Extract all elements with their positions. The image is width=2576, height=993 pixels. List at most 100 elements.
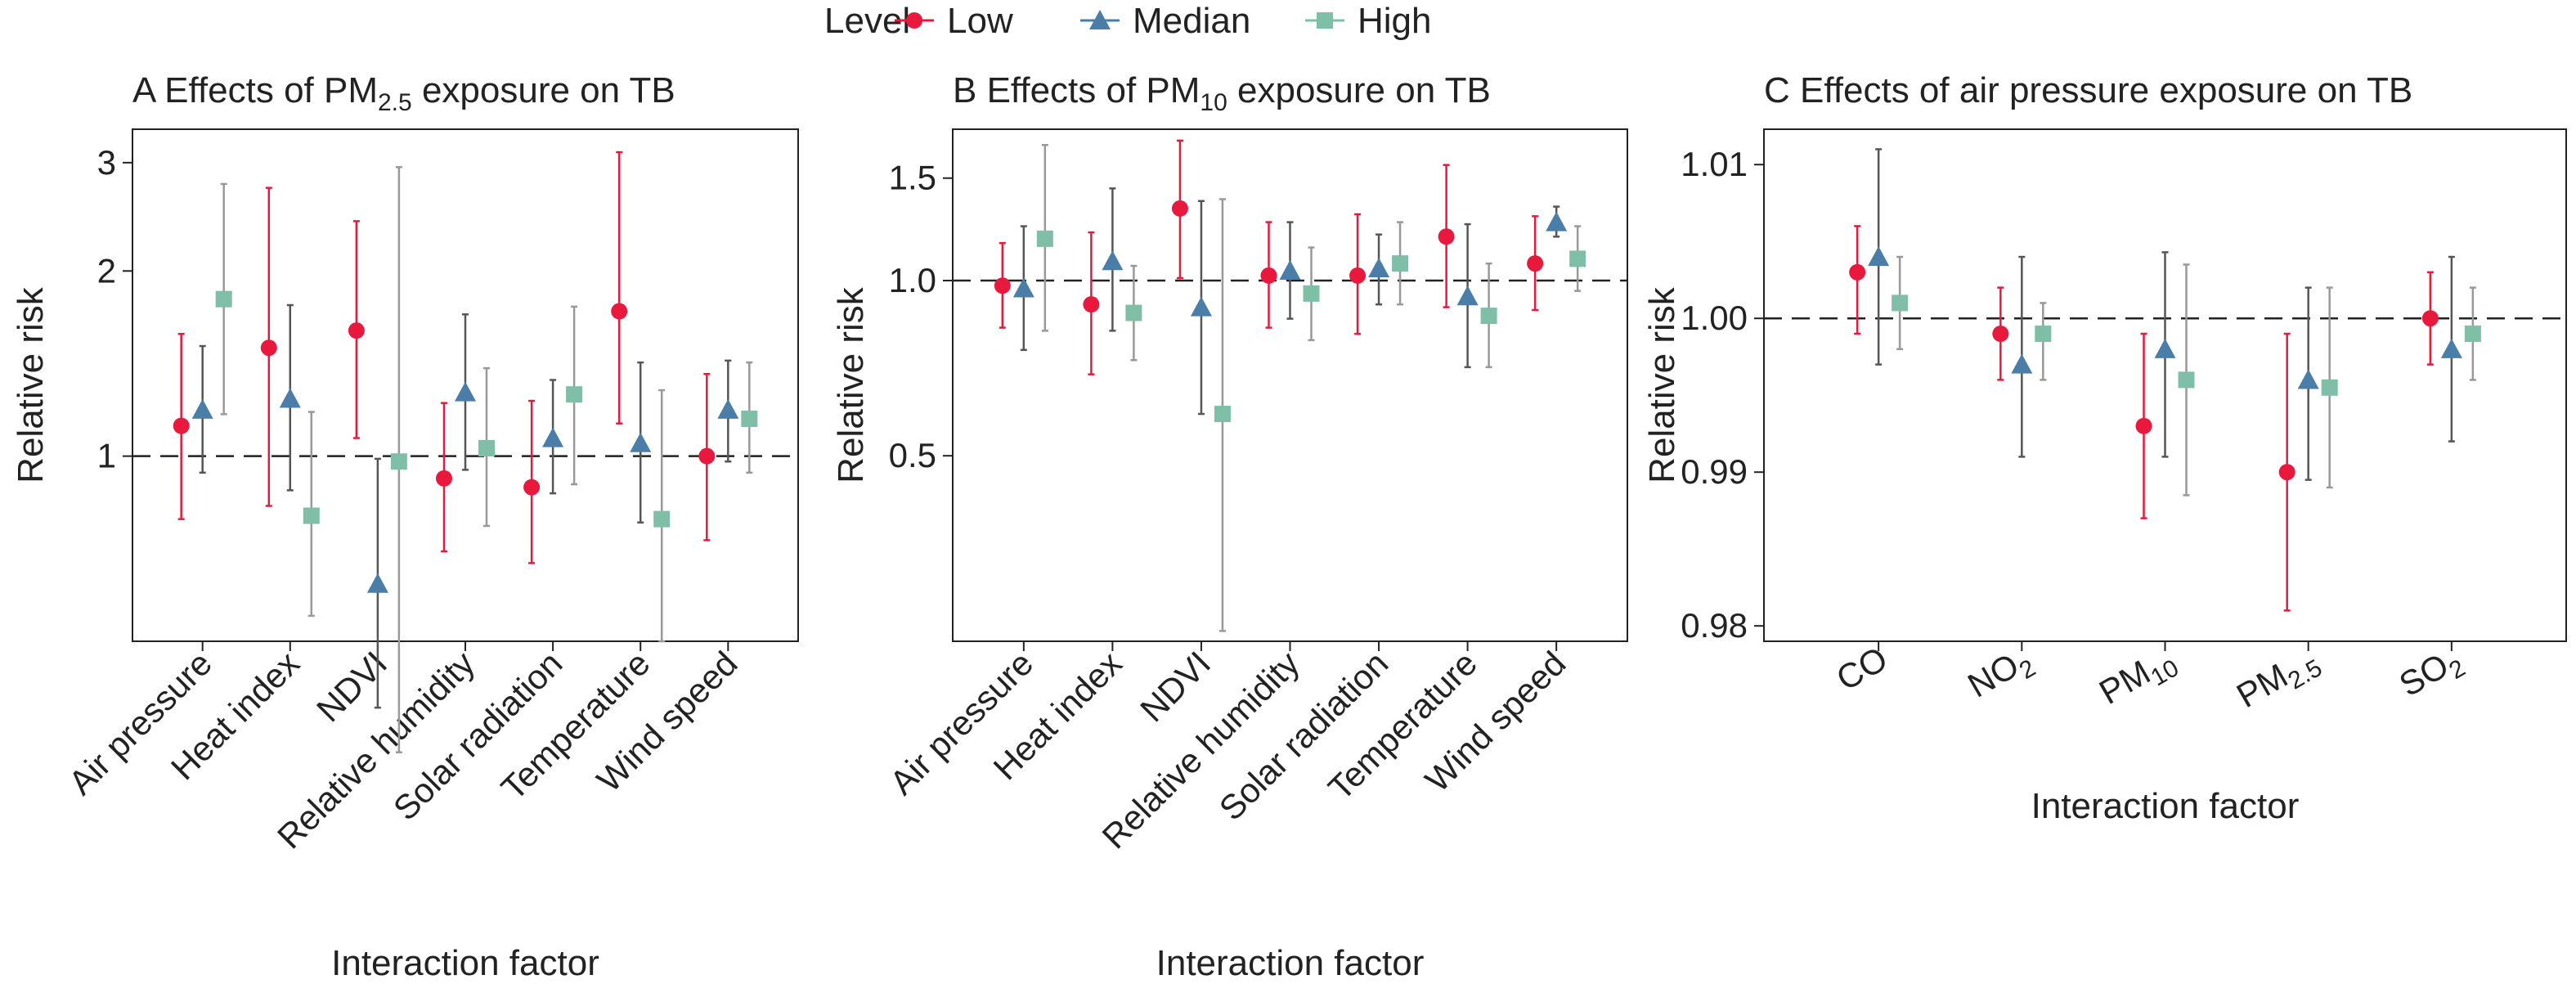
x-axis-title: Interaction factor [331,943,599,983]
point-low [1992,326,2009,343]
point-high [1569,250,1586,267]
point-low [2421,310,2439,327]
point-median [1279,259,1301,280]
chart-panels: A Effects of PM2.5 exposure on TB 1 2 3 Rela… [11,70,2567,983]
y-tick-label: 1.0 [889,261,936,299]
point-median [542,427,564,447]
panel-title-main: C Effects of air pressure exposure on TB [1764,70,2412,110]
point-median [279,388,301,408]
point-low [348,322,365,339]
point-high [2321,379,2338,396]
point-low [1349,267,1367,284]
series-median [191,303,739,709]
y-tick-label: 3 [97,143,116,182]
point-high [1036,230,1053,247]
panel-title: A Effects of PM2.5 exposure on TB [132,70,675,116]
panel-title-main: B Effects of PM [953,70,1200,110]
x-tick-label: NDVI [1133,644,1218,729]
point-median [1368,257,1390,278]
point-high [1214,406,1231,423]
legend-label: Median [1133,1,1250,41]
panel-title-main: A Effects of PM [132,70,378,110]
x-tick-label-main: NDVI [1133,644,1218,729]
series-high [1892,255,2481,496]
series-low [173,151,716,564]
point-median [2440,338,2462,358]
series-low [1849,225,2439,612]
point-high [303,507,320,524]
point-low [2135,417,2152,434]
point-high [390,453,407,470]
series-high [215,166,758,753]
x-tick-label: SO2 [2393,639,2471,709]
point-median [630,432,652,452]
point-high [215,290,232,308]
panel-title-rest: exposure on TB [1227,70,1491,110]
legend-label: Low [947,1,1013,41]
y-tick-label: 1.5 [889,159,936,197]
point-high [653,510,671,528]
panel-b: B Effects of PM10 exposure on TB 0.5 1.0 1.… [831,70,1628,983]
point-low [173,417,190,434]
x-tick-label: NO2 [1961,639,2040,710]
point-high [1303,285,1320,302]
panel-title: C Effects of air pressure exposure on TB [1764,70,2412,110]
point-median [2011,353,2033,374]
point-low [523,479,541,496]
point-high [2464,326,2481,343]
point-low [436,470,452,487]
legend-key-marker [1317,12,1333,29]
series-median [1868,148,2462,481]
x-axis-title: Interaction factor [2031,786,2300,826]
y-tick-label: 1.01 [1681,145,1748,183]
x-tick-label-main: PM [2230,656,2294,715]
y-tick-label: 2 [97,251,116,290]
point-median [1102,250,1124,271]
y-tick-label: 1 [97,437,116,475]
y-axis-title: Relative risk [11,286,51,483]
panel-a: A Effects of PM2.5 exposure on TB 1 2 3 Rela… [11,70,799,983]
legend-key-marker [1089,10,1111,30]
panel-c: C Effects of air pressure exposure on TB… [1642,70,2567,826]
point-low [1849,263,1866,281]
point-low [2278,464,2296,481]
point-low [1171,200,1188,217]
point-high [1892,294,1909,312]
point-low [1527,255,1544,272]
point-median [2297,369,2319,389]
y-axis-title: Relative risk [1642,286,1682,483]
point-low [1083,296,1100,313]
point-high [1480,308,1497,325]
x-tick-label: CO [1830,639,1894,698]
series-median [1012,187,1568,416]
point-low [1438,228,1455,245]
point-median [455,381,476,402]
series-low [994,139,1544,375]
x-tick-label-main: NO [1961,645,2025,704]
y-tick-label: 0.5 [889,436,936,474]
point-low [611,303,628,320]
x-tick-label: PM2.5 [2230,639,2327,721]
point-high [1392,255,1409,272]
point-low [698,447,716,465]
point-median [1868,246,1890,267]
point-low [1260,267,1277,284]
point-median [366,573,388,593]
y-tick-label: 0.99 [1681,452,1748,491]
point-high [741,411,758,428]
point-low [994,277,1011,294]
x-axis-title: Interaction factor [1156,943,1425,983]
y-tick-label: 0.98 [1681,606,1748,645]
point-median [1456,285,1479,306]
legend-item-low: Low [895,1,1013,41]
legend-key-marker [906,12,922,29]
point-median [1190,296,1212,317]
panel-title: B Effects of PM10 exposure on TB [953,70,1491,116]
point-median [191,398,213,419]
point-median [1012,277,1034,298]
point-high [1125,304,1142,321]
legend-item-median: Median [1080,1,1250,41]
plot-frame [952,128,1628,642]
point-high [2035,326,2052,343]
point-median [717,398,739,419]
